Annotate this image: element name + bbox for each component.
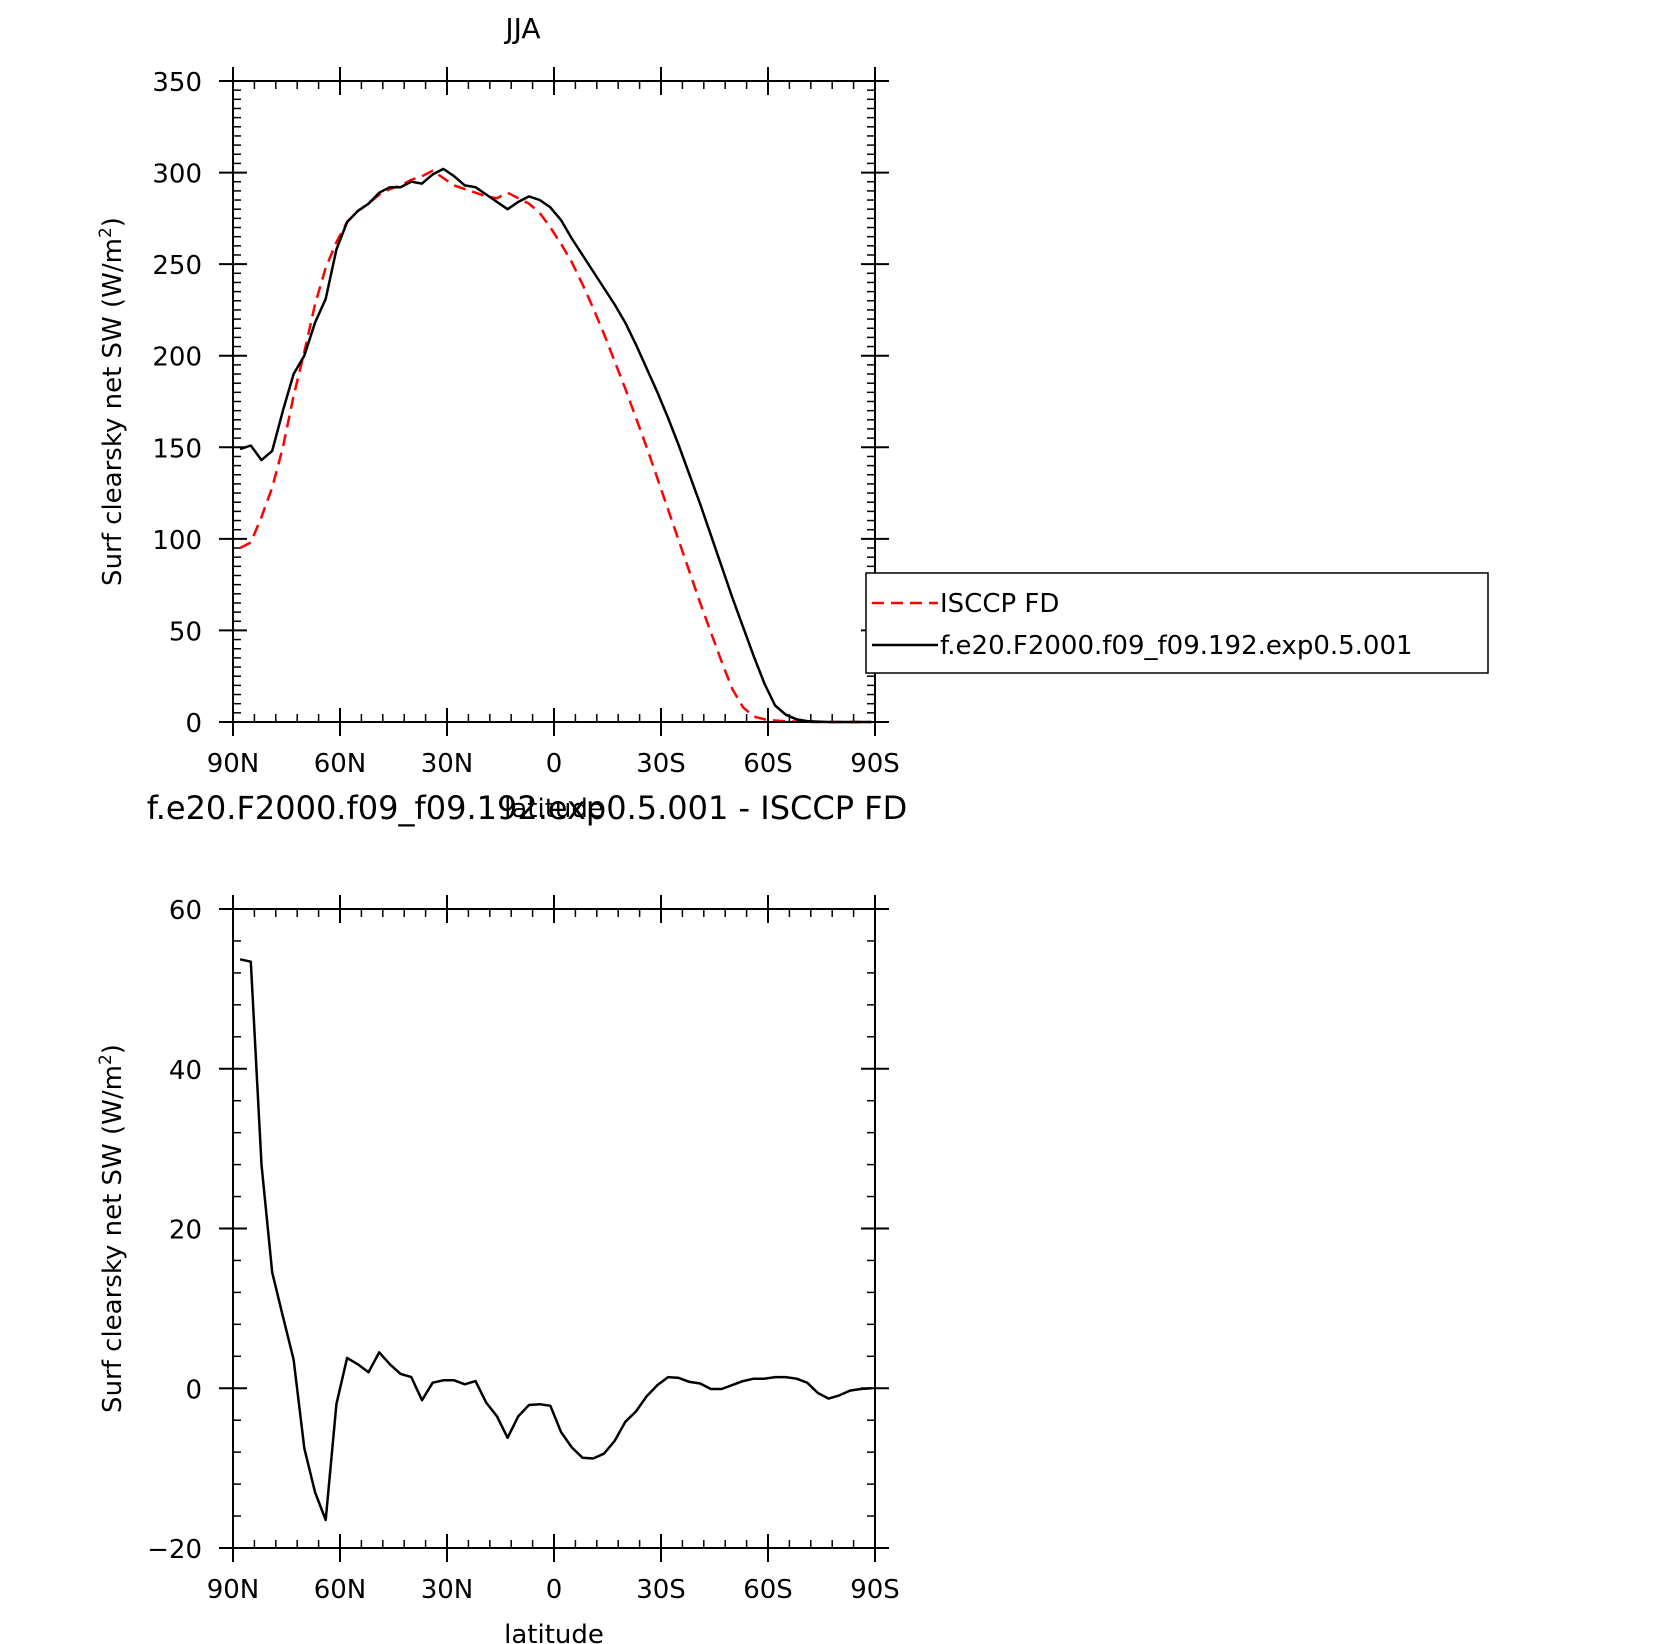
bottom-x-tick-labels: 90N 60N 30N 0 30S 60S 90S <box>207 1575 900 1605</box>
x-tick-label: 90N <box>207 749 260 779</box>
bottom-y-tick-labels: −20 0 20 40 60 <box>147 896 202 1565</box>
y-tick-label: 0 <box>185 709 202 739</box>
x-tick-label: 30S <box>636 749 686 779</box>
legend: ISCCP FD f.e20.F2000.f09_f09.192.exp0.5.… <box>865 572 1489 674</box>
bottom-y-axis-label-sup: 2 <box>96 1054 116 1065</box>
bottom-x-axis-label: latitude <box>504 1620 604 1644</box>
bottom-series-lines <box>239 958 872 1522</box>
top-y-axis-label: Surf clearsky net SW (W/m2) <box>96 217 128 586</box>
top-series-lines <box>239 167 872 724</box>
x-tick-label: 60N <box>314 1575 367 1605</box>
y-tick-label: 100 <box>152 526 202 556</box>
x-tick-label: 0 <box>546 1575 563 1605</box>
bottom-y-axis-label: Surf clearsky net SW (W/m2) <box>96 1044 128 1413</box>
x-tick-label: 30N <box>421 1575 474 1605</box>
top-plot-frame <box>232 80 876 723</box>
y-tick-label: 50 <box>169 617 202 647</box>
top-panel: JJA 90N 60N 30N 0 30S 60S 90S 0 50 100 150 200 250 3… <box>96 12 900 824</box>
x-tick-label: 90S <box>850 749 900 779</box>
top-x-axis-label: latitude <box>504 794 604 824</box>
bottom-plot-frame <box>232 908 876 1549</box>
x-tick-label: 60S <box>743 1575 793 1605</box>
x-tick-label: 30S <box>636 1575 686 1605</box>
bottom-chart-title: f.e20.F2000.f09_f09.192.exp0.5.001 - ISC… <box>147 789 907 827</box>
x-tick-label: 60N <box>314 749 367 779</box>
y-tick-label: 40 <box>169 1056 202 1086</box>
top-axis-ticks <box>219 67 889 736</box>
x-tick-label: 0 <box>546 749 563 779</box>
series-line-0 <box>239 958 872 1522</box>
y-tick-label: −20 <box>147 1535 202 1565</box>
x-tick-label: 90S <box>850 1575 900 1605</box>
bottom-axis-ticks <box>219 895 889 1562</box>
x-tick-label: 90N <box>207 1575 260 1605</box>
y-tick-label: 150 <box>152 434 202 464</box>
legend-label-model: f.e20.F2000.f09_f09.192.exp0.5.001 <box>940 631 1413 661</box>
top-y-tick-labels: 0 50 100 150 200 250 300 350 <box>152 68 202 739</box>
bottom-y-axis-label-text: Surf clearsky net SW (W/m <box>98 1065 128 1413</box>
x-tick-label: 30N <box>421 749 474 779</box>
y-tick-label: 350 <box>152 68 202 98</box>
bottom-panel: f.e20.F2000.f09_f09.192.exp0.5.001 - ISC… <box>96 789 907 1644</box>
y-tick-label: 0 <box>185 1375 202 1405</box>
series-line-1 <box>239 167 872 724</box>
y-tick-label: 60 <box>169 896 202 926</box>
y-tick-label: 200 <box>152 343 202 373</box>
top-y-axis-label-sup: 2 <box>96 227 116 238</box>
top-y-axis-label-end: ) <box>98 217 128 227</box>
y-tick-label: 20 <box>169 1216 202 1246</box>
top-chart-title: JJA <box>503 12 540 45</box>
x-tick-label: 60S <box>743 749 793 779</box>
legend-box <box>865 572 1489 674</box>
top-y-axis-label-text: Surf clearsky net SW (W/m <box>98 238 128 586</box>
top-x-tick-labels: 90N 60N 30N 0 30S 60S 90S <box>207 749 900 779</box>
legend-label-isccp: ISCCP FD <box>940 589 1059 619</box>
bottom-y-axis-label-end: ) <box>98 1044 128 1054</box>
y-tick-label: 300 <box>152 160 202 190</box>
y-tick-label: 250 <box>152 251 202 281</box>
